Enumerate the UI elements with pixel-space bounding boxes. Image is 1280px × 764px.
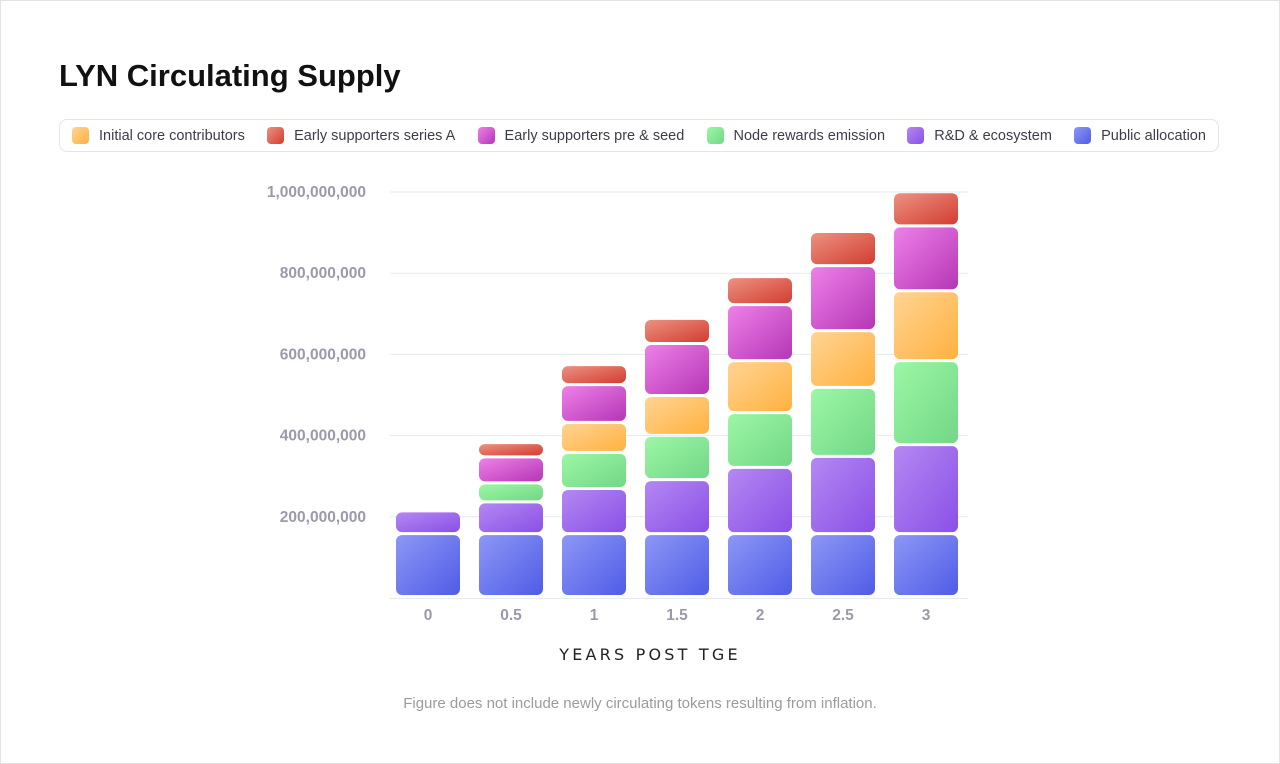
footnote: Figure does not include newly circulatin… bbox=[403, 695, 877, 712]
x-tick-label: 0.5 bbox=[500, 607, 522, 624]
legend-swatch bbox=[1074, 127, 1092, 144]
bar-segment bbox=[479, 458, 543, 482]
bar-segment bbox=[811, 267, 875, 330]
bar-segment bbox=[562, 453, 626, 488]
bar-segment bbox=[894, 446, 958, 533]
bar-segment bbox=[728, 278, 792, 304]
y-tick-label: 600,000,000 bbox=[280, 346, 366, 363]
legend-label: Early supporters pre & seed bbox=[504, 127, 685, 144]
bar-segment bbox=[562, 366, 626, 384]
x-tick-label: 2.5 bbox=[832, 607, 854, 624]
x-tick-label: 1.5 bbox=[666, 607, 688, 624]
bar-segment bbox=[894, 292, 958, 360]
bar-segment bbox=[811, 535, 875, 595]
legend-swatch bbox=[907, 127, 925, 144]
legend-item[interactable]: Public allocation bbox=[1074, 127, 1206, 144]
legend-label: Initial core contributors bbox=[99, 127, 245, 144]
bar-segment bbox=[396, 535, 460, 595]
legend: Initial core contributors Early supporter… bbox=[59, 119, 1219, 152]
y-tick-label: 200,000,000 bbox=[280, 509, 366, 526]
legend-item[interactable]: Early supporters series A bbox=[267, 127, 455, 144]
legend-swatch bbox=[706, 127, 724, 144]
bar-segment bbox=[645, 345, 709, 395]
legend-label: Public allocation bbox=[1101, 127, 1206, 144]
bar-segment bbox=[728, 362, 792, 412]
bar-segment bbox=[811, 388, 875, 455]
bar-segment bbox=[562, 423, 626, 451]
legend-item[interactable]: Initial core contributors bbox=[72, 127, 245, 144]
y-tick-label: 1,000,000,000 bbox=[267, 184, 366, 201]
bar-segment bbox=[811, 457, 875, 533]
bar-segment bbox=[645, 535, 709, 595]
bar-segment bbox=[645, 319, 709, 343]
bar-segment bbox=[811, 332, 875, 386]
bar-segment bbox=[479, 535, 543, 595]
x-axis-title: YEARS POST TGE bbox=[559, 645, 741, 664]
bar-segment bbox=[894, 362, 958, 444]
bar-segment bbox=[479, 484, 543, 501]
chart-title: LYN Circulating Supply bbox=[59, 58, 401, 93]
x-tick-label: 3 bbox=[922, 607, 931, 624]
legend-swatch bbox=[267, 127, 285, 144]
legend-item[interactable]: R&D & ecosystem bbox=[907, 127, 1052, 144]
bar-segment bbox=[562, 535, 626, 595]
y-tick-label: 400,000,000 bbox=[280, 428, 366, 445]
bar-segment bbox=[811, 233, 875, 265]
bar-segment bbox=[562, 490, 626, 533]
bar-segment bbox=[645, 436, 709, 479]
bar-segment bbox=[728, 535, 792, 595]
bar-segment bbox=[396, 512, 460, 533]
legend-label: Node rewards emission bbox=[733, 127, 886, 144]
bar-segment bbox=[479, 503, 543, 533]
bar-segment bbox=[562, 386, 626, 421]
bar-segment bbox=[645, 397, 709, 434]
bar-segment bbox=[728, 468, 792, 533]
x-tick-label: 2 bbox=[756, 607, 765, 624]
bar-segment bbox=[894, 227, 958, 290]
legend-swatch bbox=[72, 127, 89, 144]
bar-segment bbox=[645, 481, 709, 533]
legend-label: Early supporters series A bbox=[294, 127, 456, 144]
bar-segment bbox=[728, 306, 792, 360]
bar-segment bbox=[894, 535, 958, 595]
bar-segment bbox=[479, 444, 543, 456]
legend-swatch bbox=[477, 127, 495, 144]
x-tick-label: 0 bbox=[424, 607, 433, 624]
legend-item[interactable]: Node rewards emission bbox=[706, 127, 886, 144]
bar-segment bbox=[894, 193, 958, 225]
bar-segment bbox=[728, 414, 792, 466]
x-tick-label: 1 bbox=[590, 607, 599, 624]
legend-label: R&D & ecosystem bbox=[934, 127, 1052, 144]
y-tick-label: 800,000,000 bbox=[280, 265, 366, 282]
legend-item[interactable]: Early supporters pre & seed bbox=[477, 127, 685, 144]
